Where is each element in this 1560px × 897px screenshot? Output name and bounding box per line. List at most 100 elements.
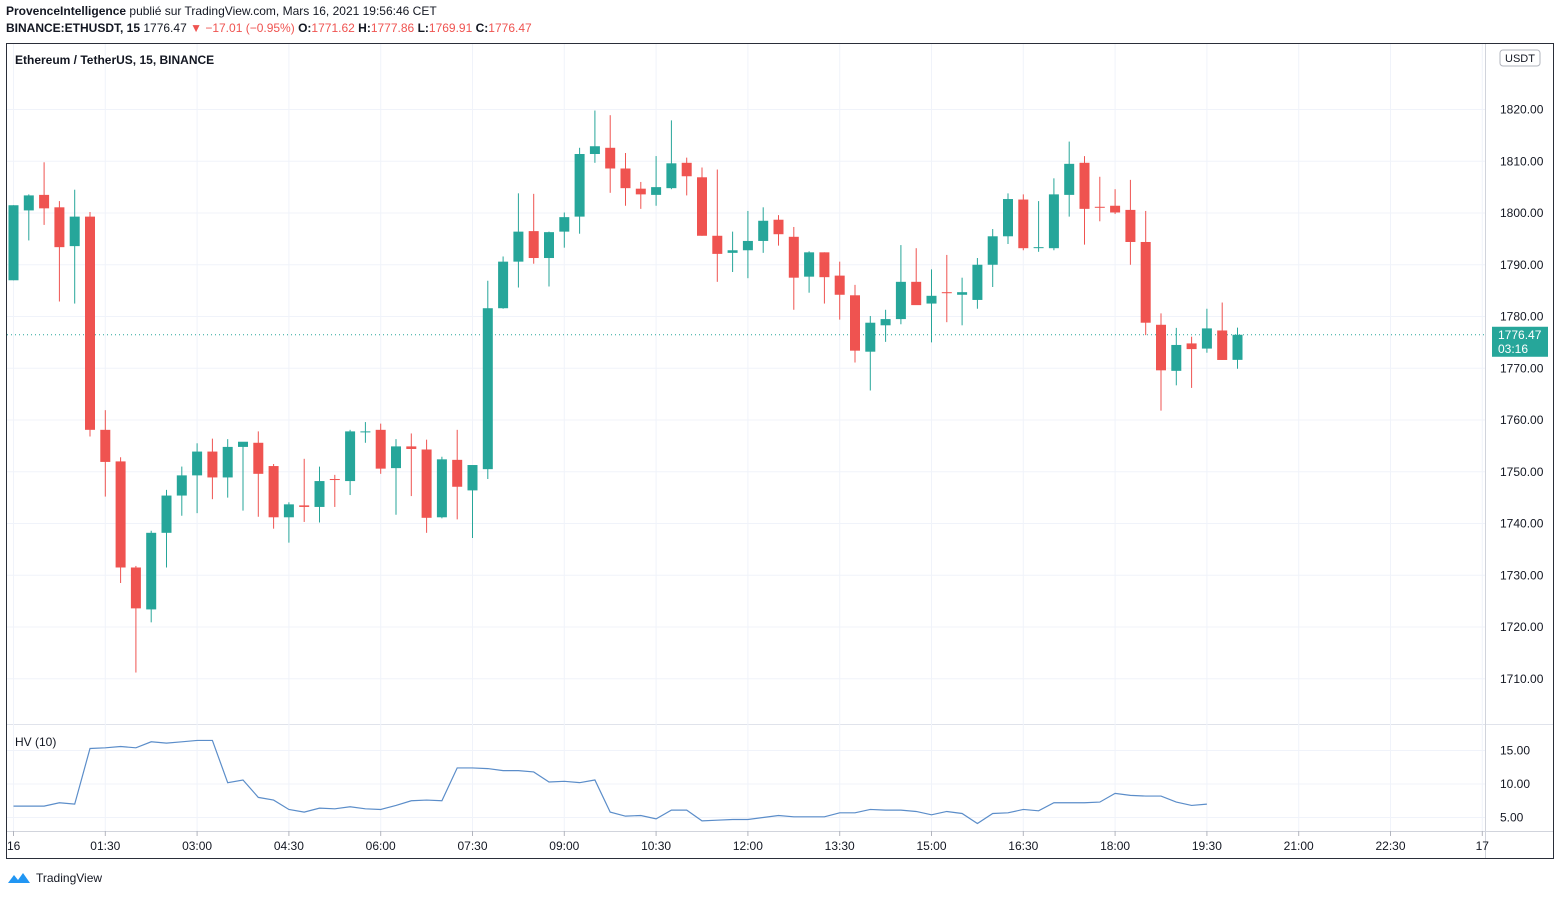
- candle-body: [697, 177, 707, 236]
- candle-body: [834, 275, 845, 295]
- candle-body: [911, 281, 922, 306]
- candle-body: [8, 205, 19, 281]
- footer-brand[interactable]: TradingView: [36, 871, 103, 885]
- price-tag: 1776.47 03:16: [1492, 326, 1548, 357]
- high-value: 1777.86: [370, 21, 415, 35]
- candle-body: [1018, 199, 1029, 249]
- candle-body: [100, 429, 111, 462]
- price-tick-label: 1720.00: [1500, 620, 1544, 634]
- candle-body: [498, 261, 509, 309]
- candle-body: [957, 292, 968, 295]
- candle-body: [238, 441, 248, 447]
- candle-body: [1125, 209, 1136, 242]
- open-label: O:: [298, 21, 312, 35]
- price-tick-label: 1800.00: [1500, 206, 1544, 220]
- time-tick-label: 01:30: [90, 839, 120, 853]
- publish-date: publié sur TradingView.com, Mars 16, 202…: [129, 4, 437, 18]
- candle-body: [559, 217, 570, 232]
- candle-body: [161, 495, 172, 533]
- candle-body: [681, 162, 692, 177]
- candle-body: [375, 429, 386, 469]
- candle-body: [1140, 241, 1151, 323]
- candle-body: [804, 252, 815, 277]
- candle-body: [421, 449, 432, 518]
- time-tick-label: 12:00: [733, 839, 763, 853]
- currency-badge[interactable]: [1499, 49, 1541, 67]
- candle-body: [1171, 344, 1182, 371]
- candle-body: [1201, 328, 1212, 349]
- axes: 1710.001720.001730.001740.001750.001760.…: [7, 44, 1553, 858]
- candle-body: [391, 446, 401, 469]
- price-tick-label: 1820.00: [1500, 103, 1544, 117]
- price-change: −17.01 (−0.95%): [205, 21, 295, 35]
- candle-body: [666, 163, 677, 189]
- price-tick-label: 1790.00: [1500, 258, 1544, 272]
- candle-body: [207, 451, 218, 478]
- hv-line: [13, 739, 1207, 825]
- candle-body: [865, 322, 876, 352]
- candle-body: [222, 446, 233, 478]
- low-label: L:: [417, 21, 429, 35]
- candle-body: [192, 451, 203, 476]
- price-tag-value: 1776.47: [1498, 328, 1542, 342]
- candle-body: [895, 281, 906, 320]
- candle-body: [253, 442, 264, 474]
- high-label: H:: [358, 21, 371, 35]
- candle-body: [1217, 330, 1228, 360]
- candle-body: [1079, 162, 1090, 209]
- price-tick-label: 1740.00: [1500, 517, 1544, 531]
- candle-body: [314, 481, 325, 507]
- candle-body: [987, 236, 998, 265]
- candle-body: [283, 504, 294, 518]
- candle-body: [299, 505, 310, 507]
- time-tick-label: 16: [7, 839, 21, 853]
- candle-body: [452, 459, 463, 487]
- publish-info: ProvenceIntelligence publié sur TradingV…: [6, 4, 437, 18]
- candle-body: [345, 431, 356, 482]
- time-tick-label: 21:00: [1284, 839, 1314, 853]
- candle-body: [130, 567, 141, 609]
- candle-body: [69, 216, 80, 247]
- candle-body: [54, 207, 65, 248]
- author-name: ProvenceIntelligence: [6, 4, 127, 18]
- candle-body: [727, 250, 738, 253]
- low-value: 1769.91: [428, 21, 473, 35]
- chart-frame: [6, 43, 1554, 859]
- candle-body: [1003, 199, 1013, 237]
- candle-body: [1186, 343, 1197, 350]
- candle-body: [513, 231, 524, 262]
- candle-body: [1048, 194, 1059, 249]
- candle-body: [605, 147, 616, 169]
- time-tick-label: 17: [1476, 839, 1490, 853]
- candle-body: [406, 446, 417, 449]
- candle-body: [115, 461, 126, 568]
- candle-body: [544, 232, 554, 259]
- currency-label: USDT: [1505, 53, 1535, 65]
- candle-body: [880, 319, 891, 326]
- time-tick-label: 03:00: [182, 839, 212, 853]
- candle-body: [1094, 206, 1105, 208]
- candle-body: [651, 187, 662, 195]
- candle-body: [773, 219, 784, 235]
- countdown: 03:16: [1498, 342, 1528, 356]
- time-tick-label: 07:30: [457, 839, 487, 853]
- price-tick-label: 1730.00: [1500, 568, 1544, 582]
- price-tick-label: 1780.00: [1500, 310, 1544, 324]
- chart-title: Ethereum / TetherUS, 15, BINANCE: [15, 53, 214, 67]
- footer: TradingView: [6, 870, 102, 886]
- candle-body: [329, 478, 340, 481]
- time-tick-label: 04:30: [274, 839, 304, 853]
- candle-body: [941, 292, 952, 294]
- price-tick-label: 1770.00: [1500, 361, 1544, 375]
- candle-body: [574, 154, 585, 217]
- candle-body: [712, 235, 723, 254]
- candle-body: [528, 231, 539, 259]
- grid: [7, 44, 1553, 831]
- candle-body: [467, 465, 478, 491]
- price-tick-label: 1760.00: [1500, 413, 1544, 427]
- candle-body: [620, 168, 631, 189]
- candle-body: [758, 220, 769, 241]
- candles: [8, 110, 1243, 673]
- candle-body: [1033, 247, 1044, 249]
